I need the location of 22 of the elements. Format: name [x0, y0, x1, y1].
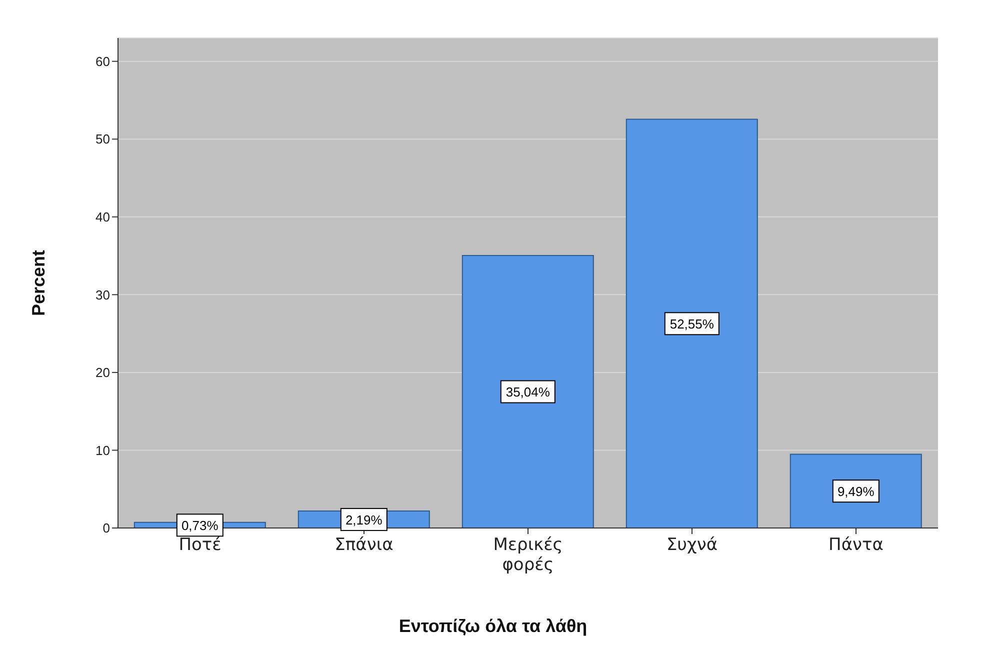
- x-tick-label: Συχνά: [666, 535, 718, 555]
- x-axis-title: Εντοπίζω όλα τα λάθη: [398, 616, 588, 637]
- data-label: 9,49%: [837, 484, 875, 500]
- data-label: 52,55%: [670, 316, 714, 332]
- bar: [462, 254, 594, 528]
- x-tick-label: Πάντα: [828, 535, 884, 555]
- y-tick-label: 40: [96, 210, 110, 225]
- x-tick-label: Μερικές φορές: [493, 535, 563, 575]
- x-tick-label: Ποτέ: [178, 535, 222, 555]
- y-axis-title: Percent: [28, 250, 48, 316]
- x-tick-label: Σπάνια: [334, 535, 394, 555]
- y-tick-label: 20: [96, 365, 110, 380]
- data-label: 2,19%: [345, 512, 383, 528]
- bar: [626, 118, 758, 528]
- data-label: 35,04%: [506, 384, 550, 400]
- y-tick-label: 10: [96, 442, 110, 458]
- data-label: 0,73%: [181, 518, 219, 534]
- y-tick-label: 0: [102, 520, 110, 536]
- y-tick-label: 30: [96, 287, 110, 302]
- y-tick-label: 50: [96, 132, 110, 147]
- y-tick-label: 60: [96, 54, 110, 69]
- bar: [790, 454, 922, 528]
